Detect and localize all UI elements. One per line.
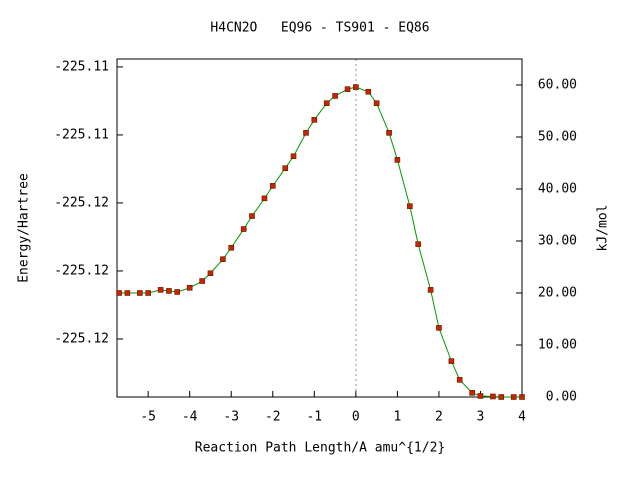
point-marker <box>303 130 309 136</box>
point-marker <box>519 394 525 400</box>
point-marker <box>199 278 205 284</box>
point-marker <box>145 290 151 296</box>
point-marker <box>477 393 484 399</box>
point-marker <box>249 213 255 219</box>
x-tick-label: -3 <box>223 410 239 425</box>
x-tick-label: 4 <box>518 410 526 425</box>
series-line <box>119 86 522 398</box>
x-tick-label: -1 <box>306 410 322 425</box>
y-tick-label: -225.12 <box>54 263 109 278</box>
x-axis-label: Reaction Path Length/A amu^{1/2} <box>195 441 445 456</box>
x-tick-label: 1 <box>393 410 401 425</box>
x-tick-label: -4 <box>182 410 198 425</box>
point-marker <box>415 241 421 247</box>
point-marker <box>436 325 442 331</box>
y2-tick-label: 20.00 <box>538 286 577 301</box>
point-marker <box>365 88 372 95</box>
point-marker <box>323 100 330 106</box>
x-tick-label: -2 <box>265 410 281 425</box>
y2-tick-label: 0.00 <box>546 390 577 405</box>
point-marker <box>456 377 463 383</box>
point-marker <box>469 390 475 396</box>
y2-tick-label: 10.00 <box>538 338 577 353</box>
point-marker <box>498 394 505 400</box>
point-marker <box>137 290 143 296</box>
point-marker <box>261 195 268 202</box>
point-marker <box>269 183 276 189</box>
y-tick-label: -225.11 <box>54 59 109 74</box>
point-marker <box>186 284 193 291</box>
y-tick-label: -225.12 <box>54 331 109 346</box>
point-marker <box>332 93 338 99</box>
point-marker <box>166 288 172 294</box>
point-marker <box>311 117 318 123</box>
point-marker <box>510 394 517 400</box>
point-marker <box>386 130 392 136</box>
point-marker <box>174 289 181 295</box>
y2-axis-label: kJ/mol <box>596 205 611 252</box>
point-marker <box>490 393 496 400</box>
point-marker <box>394 157 401 163</box>
y2-tick-label: 40.00 <box>538 182 577 197</box>
chart-title: H4CN2O EQ96 - TS901 - EQ86 <box>210 21 429 36</box>
point-marker <box>407 203 413 209</box>
point-marker <box>124 290 131 296</box>
point-marker <box>353 84 359 90</box>
y2-tick-label: 60.00 <box>538 78 577 93</box>
point-marker <box>116 290 122 296</box>
point-marker <box>344 86 351 92</box>
point-marker <box>220 256 226 263</box>
point-marker <box>207 270 214 277</box>
y-axis-label: Energy/Hartree <box>17 173 32 283</box>
x-tick-label: 3 <box>477 410 485 425</box>
point-marker <box>427 287 434 293</box>
point-marker <box>448 358 455 364</box>
point-marker <box>228 244 235 251</box>
point-marker <box>240 226 247 232</box>
y-tick-label: -225.12 <box>54 195 109 210</box>
x-tick-label: 2 <box>435 410 443 425</box>
y-tick-label: -225.11 <box>54 127 109 142</box>
x-tick-label: -5 <box>140 410 156 425</box>
y2-tick-label: 50.00 <box>538 130 577 145</box>
point-marker <box>373 100 380 106</box>
point-marker <box>282 165 289 171</box>
point-marker <box>157 287 164 293</box>
plot-frame <box>116 58 523 398</box>
x-tick-label: 0 <box>352 410 360 425</box>
y2-tick-label: 30.00 <box>538 234 577 249</box>
point-marker <box>290 153 297 160</box>
